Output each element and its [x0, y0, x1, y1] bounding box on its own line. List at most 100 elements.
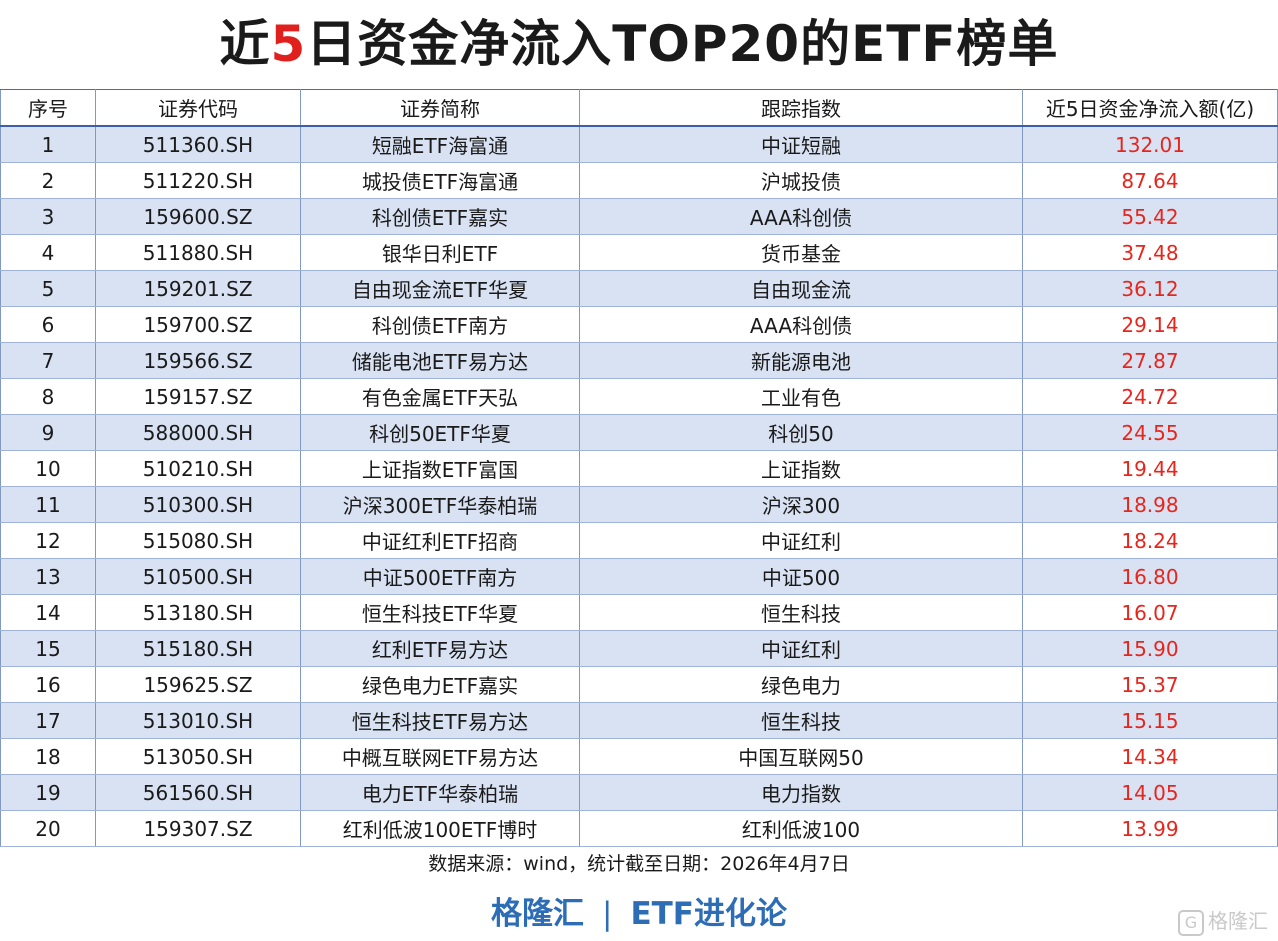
cell-inflow: 14.34: [1023, 739, 1278, 775]
table-row: 19561560.SH电力ETF华泰柏瑞电力指数14.05: [1, 775, 1278, 811]
cell-rank: 6: [1, 307, 96, 343]
cell-rank: 13: [1, 559, 96, 595]
cell-rank: 15: [1, 631, 96, 667]
header-rank: 序号: [1, 90, 96, 127]
table-row: 18513050.SH中概互联网ETF易方达中国互联网5014.34: [1, 739, 1278, 775]
cell-index: AAA科创债: [580, 307, 1023, 343]
cell-name: 科创债ETF南方: [301, 307, 580, 343]
table-row: 5159201.SZ自由现金流ETF华夏自由现金流36.12: [1, 271, 1278, 307]
table-row: 16159625.SZ绿色电力ETF嘉实绿色电力15.37: [1, 667, 1278, 703]
cell-name: 上证指数ETF富国: [301, 451, 580, 487]
cell-name: 红利低波100ETF博时: [301, 811, 580, 847]
cell-code: 511360.SH: [96, 126, 301, 163]
cell-inflow: 27.87: [1023, 343, 1278, 379]
cell-name: 短融ETF海富通: [301, 126, 580, 163]
cell-code: 515180.SH: [96, 631, 301, 667]
cell-index: 新能源电池: [580, 343, 1023, 379]
cell-code: 513050.SH: [96, 739, 301, 775]
cell-index: 沪深300: [580, 487, 1023, 523]
cell-code: 510300.SH: [96, 487, 301, 523]
header-code: 证券代码: [96, 90, 301, 127]
cell-inflow: 132.01: [1023, 126, 1278, 163]
table-header-row: 序号 证券代码 证券简称 跟踪指数 近5日资金净流入额(亿): [1, 90, 1278, 127]
cell-rank: 2: [1, 163, 96, 199]
cell-rank: 19: [1, 775, 96, 811]
cell-name: 自由现金流ETF华夏: [301, 271, 580, 307]
cell-rank: 18: [1, 739, 96, 775]
cell-code: 159700.SZ: [96, 307, 301, 343]
cell-rank: 17: [1, 703, 96, 739]
brand-footer: 格隆汇|ETF进化论: [0, 888, 1278, 933]
cell-code: 511880.SH: [96, 235, 301, 271]
cell-name: 科创50ETF华夏: [301, 415, 580, 451]
cell-code: 159566.SZ: [96, 343, 301, 379]
cell-rank: 8: [1, 379, 96, 415]
table-row: 17513010.SH恒生科技ETF易方达恒生科技15.15: [1, 703, 1278, 739]
data-source-note: 数据来源：wind，统计截至日期：2026年4月7日: [0, 849, 1278, 876]
cell-index: AAA科创债: [580, 199, 1023, 235]
cell-name: 银华日利ETF: [301, 235, 580, 271]
cell-rank: 1: [1, 126, 96, 163]
table-body: 1511360.SH短融ETF海富通中证短融132.012511220.SH城投…: [1, 126, 1278, 847]
cell-inflow: 36.12: [1023, 271, 1278, 307]
cell-inflow: 13.99: [1023, 811, 1278, 847]
cell-rank: 5: [1, 271, 96, 307]
cell-inflow: 15.15: [1023, 703, 1278, 739]
cell-index: 中证短融: [580, 126, 1023, 163]
watermark: G格隆汇: [1178, 905, 1268, 936]
cell-name: 中概互联网ETF易方达: [301, 739, 580, 775]
cell-rank: 3: [1, 199, 96, 235]
cell-index: 恒生科技: [580, 703, 1023, 739]
etf-inflow-table: 序号 证券代码 证券简称 跟踪指数 近5日资金净流入额(亿) 1511360.S…: [0, 89, 1278, 847]
table-row: 9588000.SH科创50ETF华夏科创5024.55: [1, 415, 1278, 451]
cell-code: 515080.SH: [96, 523, 301, 559]
table-row: 8159157.SZ有色金属ETF天弘工业有色24.72: [1, 379, 1278, 415]
cell-name: 绿色电力ETF嘉实: [301, 667, 580, 703]
table-row: 4511880.SH银华日利ETF货币基金37.48: [1, 235, 1278, 271]
cell-index: 中证红利: [580, 631, 1023, 667]
cell-name: 科创债ETF嘉实: [301, 199, 580, 235]
cell-index: 工业有色: [580, 379, 1023, 415]
cell-code: 561560.SH: [96, 775, 301, 811]
cell-rank: 12: [1, 523, 96, 559]
cell-inflow: 16.07: [1023, 595, 1278, 631]
title-prefix: 近: [219, 15, 270, 73]
cell-index: 自由现金流: [580, 271, 1023, 307]
cell-inflow: 29.14: [1023, 307, 1278, 343]
brand-separator: |: [602, 896, 612, 932]
table-row: 1511360.SH短融ETF海富通中证短融132.01: [1, 126, 1278, 163]
table-row: 15515180.SH红利ETF易方达中证红利15.90: [1, 631, 1278, 667]
header-index: 跟踪指数: [580, 90, 1023, 127]
cell-index: 绿色电力: [580, 667, 1023, 703]
cell-inflow: 37.48: [1023, 235, 1278, 271]
cell-index: 上证指数: [580, 451, 1023, 487]
cell-rank: 11: [1, 487, 96, 523]
title-suffix: 日资金净流入TOP20的ETF榜单: [306, 15, 1058, 73]
cell-rank: 14: [1, 595, 96, 631]
table-row: 20159307.SZ红利低波100ETF博时红利低波10013.99: [1, 811, 1278, 847]
cell-index: 电力指数: [580, 775, 1023, 811]
cell-inflow: 18.24: [1023, 523, 1278, 559]
cell-rank: 20: [1, 811, 96, 847]
table-row: 10510210.SH上证指数ETF富国上证指数19.44: [1, 451, 1278, 487]
cell-code: 159625.SZ: [96, 667, 301, 703]
brand-left: 格隆汇: [491, 896, 584, 932]
cell-code: 159201.SZ: [96, 271, 301, 307]
cell-inflow: 18.98: [1023, 487, 1278, 523]
cell-name: 恒生科技ETF易方达: [301, 703, 580, 739]
cell-name: 电力ETF华泰柏瑞: [301, 775, 580, 811]
cell-index: 货币基金: [580, 235, 1023, 271]
cell-index: 科创50: [580, 415, 1023, 451]
table-row: 2511220.SH城投债ETF海富通沪城投债87.64: [1, 163, 1278, 199]
table-row: 13510500.SH中证500ETF南方中证50016.80: [1, 559, 1278, 595]
cell-name: 红利ETF易方达: [301, 631, 580, 667]
cell-code: 511220.SH: [96, 163, 301, 199]
cell-code: 159600.SZ: [96, 199, 301, 235]
cell-rank: 10: [1, 451, 96, 487]
cell-inflow: 16.80: [1023, 559, 1278, 595]
watermark-logo-icon: G: [1178, 910, 1204, 936]
cell-index: 红利低波100: [580, 811, 1023, 847]
cell-code: 159307.SZ: [96, 811, 301, 847]
title-highlight-number: 5: [270, 15, 306, 73]
table-row: 6159700.SZ科创债ETF南方AAA科创债29.14: [1, 307, 1278, 343]
